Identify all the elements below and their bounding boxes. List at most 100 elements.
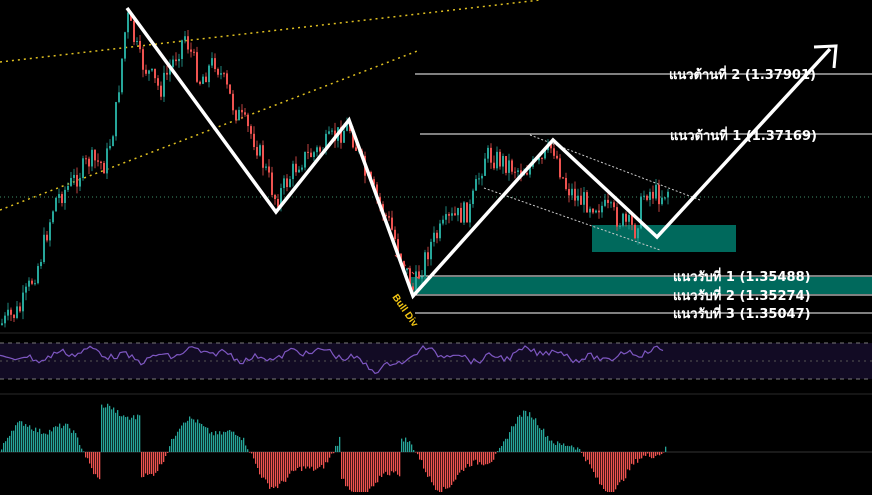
candle-body: [451, 213, 453, 216]
histogram-bar: [145, 452, 147, 474]
histogram-bar: [61, 428, 63, 452]
histogram-bar: [349, 452, 351, 490]
candle-body: [7, 309, 9, 316]
candle-body: [82, 158, 84, 178]
histogram-bar: [251, 452, 253, 454]
histogram-bar: [555, 445, 557, 452]
histogram-bar: [541, 429, 543, 452]
candle-body: [145, 69, 147, 74]
candle-body: [136, 41, 138, 43]
histogram-bar: [67, 423, 69, 452]
candle-body: [34, 283, 36, 285]
histogram-bar: [157, 452, 159, 472]
candle-body: [418, 271, 420, 279]
candle-body: [424, 252, 426, 277]
histogram-bar: [319, 452, 321, 467]
histogram-bar: [639, 452, 641, 459]
histogram-bar: [231, 431, 233, 452]
histogram-bar: [29, 425, 31, 452]
candle-body: [583, 192, 585, 205]
candle-body: [376, 184, 378, 198]
histogram-bar: [619, 452, 621, 483]
candle-body: [13, 314, 15, 318]
candle-body: [241, 109, 243, 113]
histogram-bar: [171, 438, 173, 452]
histogram-bar: [407, 442, 409, 452]
candle-body: [67, 185, 69, 190]
histogram-bar: [361, 452, 363, 492]
candle-body: [178, 58, 180, 62]
histogram-bar: [177, 431, 179, 452]
histogram-bar: [329, 452, 331, 458]
candle-body: [79, 177, 81, 187]
candle-body: [214, 58, 216, 69]
candle-body: [355, 147, 357, 151]
histogram-bar: [559, 443, 561, 452]
candle-body: [256, 147, 258, 156]
histogram-bar: [199, 423, 201, 452]
histogram-bar: [571, 445, 573, 452]
histogram-bar: [433, 452, 435, 486]
histogram-bar: [213, 435, 215, 452]
candle-body: [37, 266, 39, 284]
candle-body: [601, 205, 603, 213]
histogram-bar: [3, 442, 5, 452]
candle-body: [277, 199, 279, 207]
candle-body: [568, 189, 570, 196]
histogram-bar: [567, 445, 569, 452]
histogram-bar: [249, 452, 251, 453]
candle-body: [502, 155, 504, 167]
candle-body: [421, 276, 423, 279]
histogram-bar: [259, 452, 261, 475]
histogram-bar: [455, 452, 457, 480]
candle-body: [598, 210, 600, 213]
candle-body: [373, 179, 375, 185]
candle-body: [448, 214, 450, 216]
histogram-bar: [1, 449, 3, 452]
histogram-bar: [311, 452, 313, 467]
candle-body: [175, 59, 177, 62]
histogram-bar: [657, 452, 659, 455]
histogram-bar: [173, 438, 175, 452]
candle-body: [589, 208, 591, 213]
histogram-bar: [593, 452, 595, 472]
histogram-bar: [239, 437, 241, 452]
histogram-bar: [641, 452, 643, 459]
histogram-bar: [409, 441, 411, 452]
candle-body: [397, 239, 399, 254]
histogram-bar: [493, 452, 495, 460]
candle-body: [295, 163, 297, 173]
candle-body: [61, 194, 63, 204]
histogram-bar: [275, 452, 277, 487]
histogram-bar: [295, 452, 297, 471]
candle-body: [607, 199, 609, 203]
candle-body: [631, 215, 633, 225]
histogram-bar: [563, 443, 565, 452]
candle-body: [319, 147, 321, 152]
wedge-lower-line: [483, 187, 661, 251]
histogram-bar: [211, 432, 213, 452]
histogram-bar: [643, 452, 645, 456]
histogram-bar: [303, 452, 305, 467]
histogram-bar: [183, 422, 185, 452]
candle-body: [52, 211, 54, 223]
histogram-bar: [147, 452, 149, 475]
histogram-bar: [37, 432, 39, 452]
candle-body: [526, 173, 528, 175]
histogram-bar: [515, 423, 517, 452]
candle-body: [565, 177, 567, 190]
histogram-bar: [27, 426, 29, 452]
histogram-bar: [451, 452, 453, 485]
histogram-bar: [215, 431, 217, 452]
candle-body: [667, 191, 669, 198]
candle-body: [490, 147, 492, 163]
histogram-bar: [155, 452, 157, 473]
histogram-bar: [599, 452, 601, 485]
histogram-bar: [443, 452, 445, 487]
candle-body: [85, 158, 87, 160]
histogram-bar: [41, 433, 43, 452]
candle-body: [658, 184, 660, 205]
histogram-bar: [411, 444, 413, 452]
histogram-bar: [85, 452, 87, 458]
histogram-bar: [365, 452, 367, 492]
